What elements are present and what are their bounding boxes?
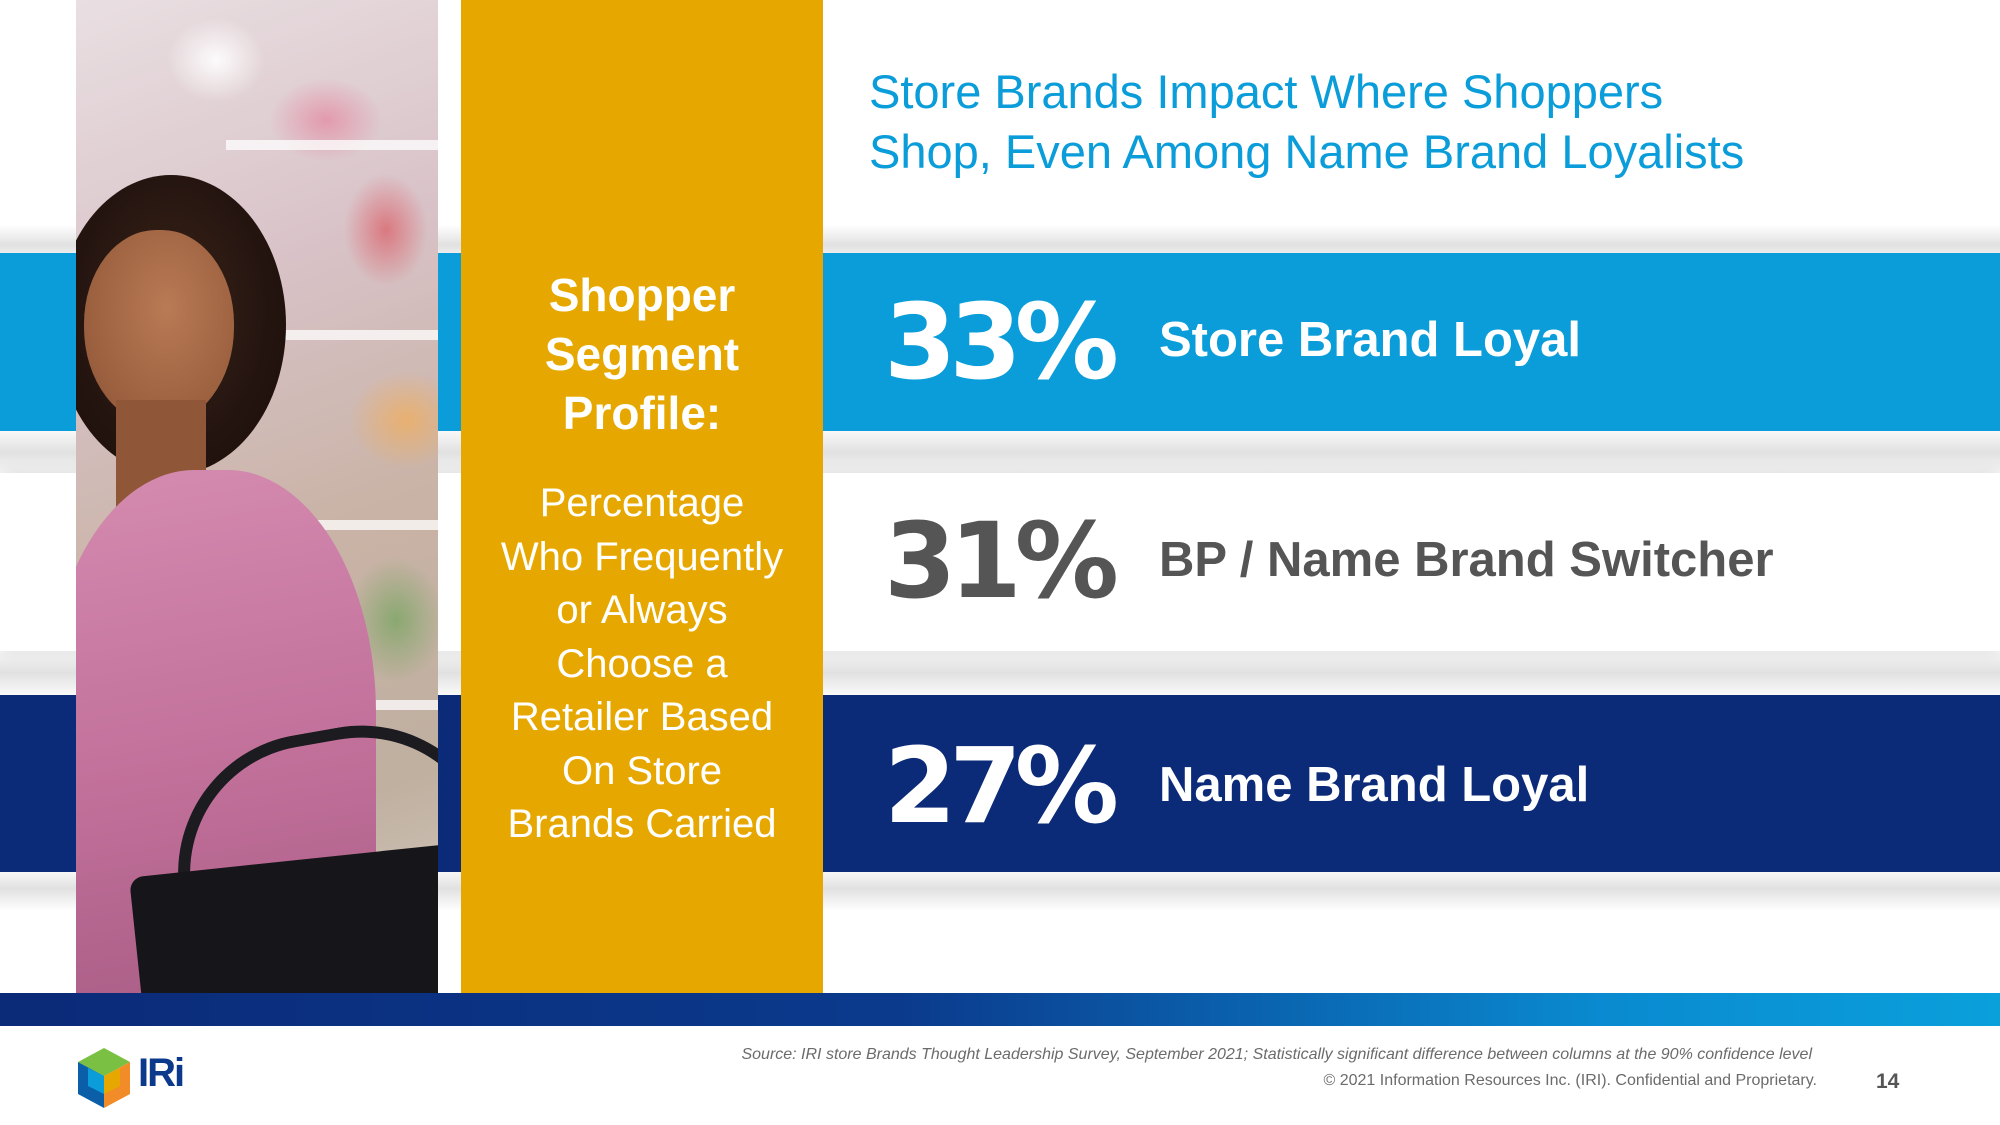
panel-description: Percentage Who Frequently or Always Choo… [500,481,784,846]
slide-title: Store Brands Impact Where Shoppers Shop,… [869,65,1745,178]
page-number: 14 [1876,1070,1900,1093]
stat-value-name-brand-loyal: 27% [884,725,1119,847]
source-note: Source: IRI store Brands Thought Leaders… [741,1046,1812,1063]
stat-value-switcher: 31% [884,500,1119,622]
copyright-note: © 2021 Information Resources Inc. (IRI).… [1323,1072,1818,1089]
iri-logo-text: IRi [138,1051,185,1095]
stat-value-store-brand-loyal: 33% [884,281,1119,403]
stat-label-store-brand-loyal: Store Brand Loyal [1159,313,1582,367]
footer-gradient-bar [0,993,2000,1026]
iri-cube-logo-icon [78,1048,130,1108]
segment-profile-panel: Shopper Segment Profile: Percentage Who … [461,0,823,993]
shopper-photo [76,0,438,993]
stat-label-switcher: BP / Name Brand Switcher [1159,533,1774,587]
panel-heading: Shopper Segment Profile: [544,269,740,439]
stat-label-name-brand-loyal: Name Brand Loyal [1159,758,1590,812]
